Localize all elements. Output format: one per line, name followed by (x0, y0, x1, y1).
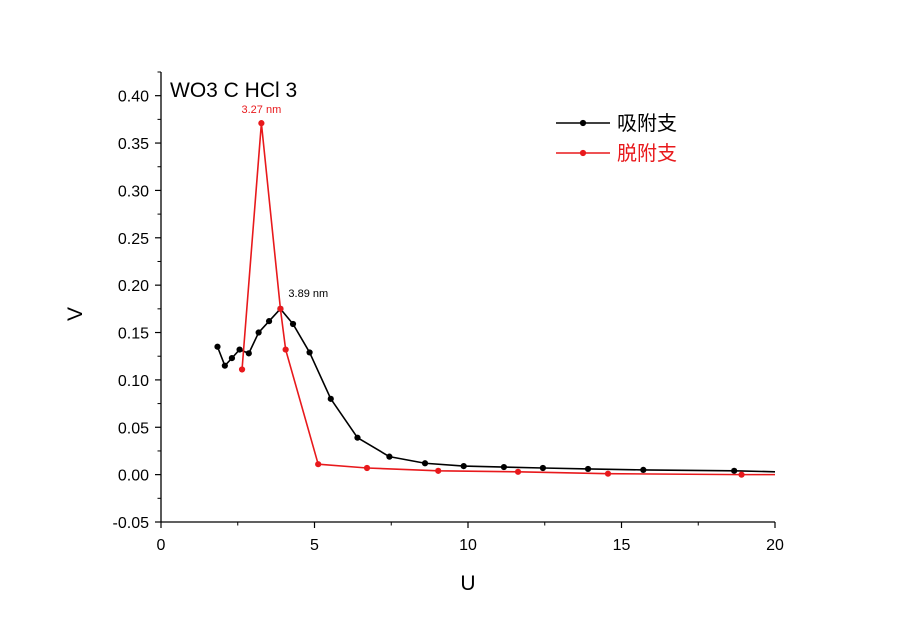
series-layer (214, 120, 776, 478)
data-point (640, 466, 647, 473)
y-tick-label: 0.25 (118, 231, 149, 248)
data-point (258, 120, 265, 127)
data-point (265, 318, 273, 325)
y-tick-label: 0.30 (118, 183, 149, 200)
data-point (460, 463, 467, 470)
legend-item: 吸附支 (556, 111, 677, 135)
data-point (327, 395, 334, 402)
data-point (306, 349, 313, 356)
y-tick-label: 0.20 (118, 278, 149, 295)
x-tick-label: 15 (613, 537, 631, 554)
legend-item: 脱附支 (556, 141, 677, 165)
peak-annotation: 3.27 nm (242, 104, 282, 116)
data-point (514, 468, 522, 475)
legend-label: 脱附支 (617, 141, 677, 165)
peak-annotation: 3.89 nm (288, 288, 328, 300)
data-point (435, 467, 442, 474)
data-point (255, 329, 262, 336)
data-point (236, 346, 243, 353)
y-tick-label: 0.00 (118, 468, 149, 485)
data-point (363, 464, 371, 472)
data-point (228, 355, 236, 362)
x-tick-label: 5 (310, 537, 319, 554)
legend-label: 吸附支 (617, 111, 677, 135)
data-point (245, 350, 252, 357)
data-point (238, 366, 246, 373)
data-point (282, 346, 289, 353)
x-tick-label: 10 (459, 537, 477, 554)
x-axis-title: U (460, 572, 475, 595)
data-point (738, 471, 745, 478)
series-line (216, 308, 776, 473)
y-tick-label: -0.05 (113, 515, 150, 532)
data-point (214, 343, 221, 350)
data-point (500, 463, 508, 471)
data-point (584, 465, 592, 473)
data-point (731, 467, 738, 474)
data-point (277, 305, 284, 312)
y-tick-label: 0.10 (118, 373, 149, 390)
x-tick-label: 0 (157, 537, 166, 554)
axes: 0 5 10 15 20 -0.05 0.00 0.05 0.10 0.15 0.20 0.25 0.3… (113, 71, 784, 554)
series-1 (214, 305, 776, 474)
y-tick-label: 0.05 (118, 420, 149, 437)
data-point (315, 461, 322, 468)
series-2 (238, 120, 775, 478)
y-tick-label: 0.15 (118, 326, 149, 343)
data-point (539, 464, 547, 472)
data-point (421, 460, 429, 467)
chart-title: WO3 C HCl 3 (170, 79, 297, 102)
legend-swatch-marker (579, 119, 587, 127)
y-tick-label: 0.35 (118, 136, 149, 153)
y-axis-title: V (64, 307, 87, 321)
x-tick-label: 20 (766, 537, 784, 554)
data-point (221, 362, 228, 369)
data-point (289, 320, 297, 328)
data-point (386, 453, 393, 460)
legend-swatch-marker (579, 149, 587, 157)
y-tick-label: 0.40 (118, 89, 149, 106)
data-point (604, 470, 612, 477)
data-point (354, 434, 361, 441)
annotations: 3.27 nm 3.89 nm (242, 104, 329, 300)
